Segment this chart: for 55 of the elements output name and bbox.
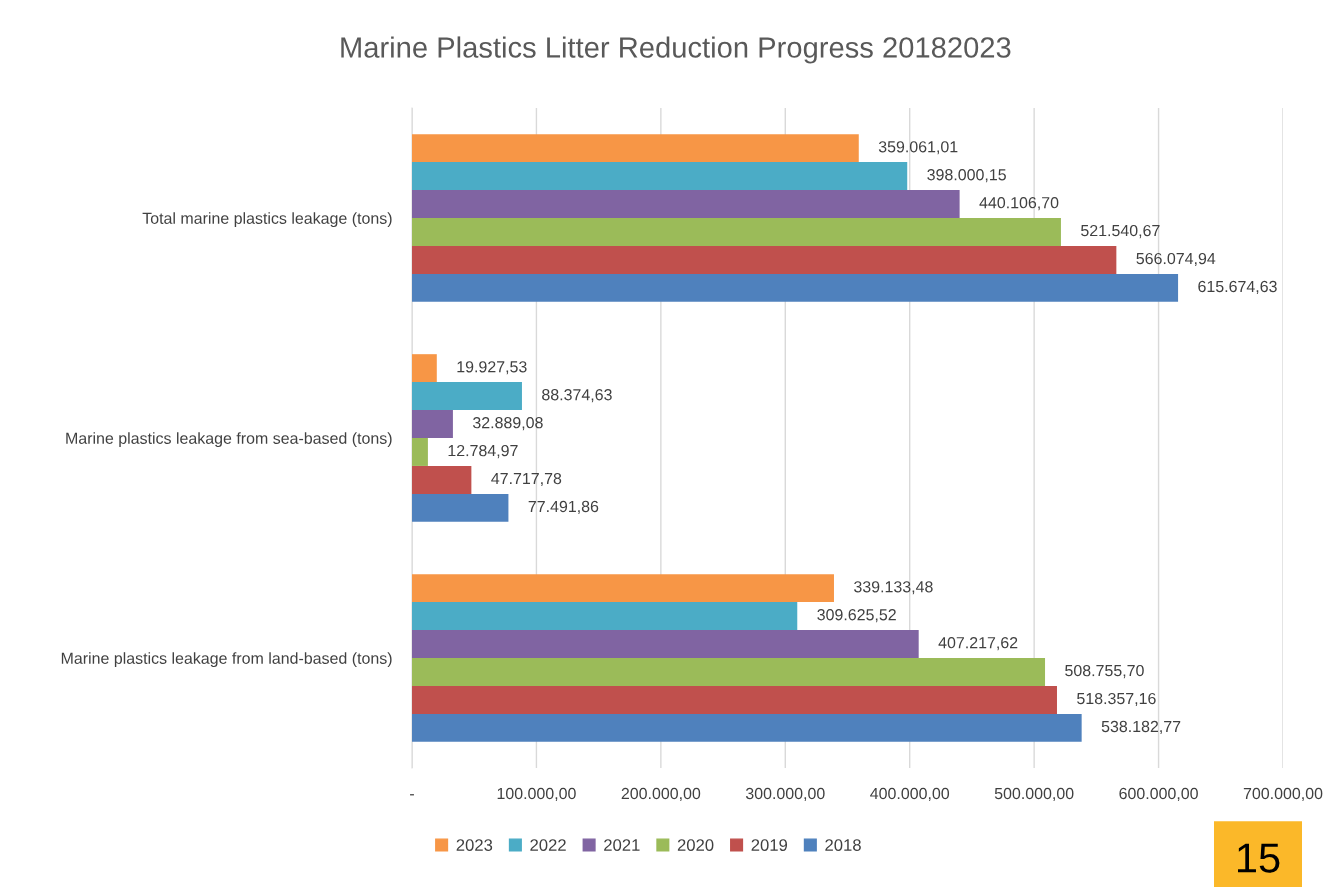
x-tick-label: 600.000,00 [1119, 787, 1198, 802]
data-label: 518.357,16 [1077, 692, 1156, 707]
bar [412, 162, 908, 191]
x-tick-label: 500.000,00 [994, 787, 1074, 802]
bar [412, 410, 453, 438]
bar [412, 382, 522, 411]
data-label: 398.000,15 [927, 169, 1006, 183]
text: 15 [1238, 843, 1280, 873]
data-label: 538.182,77 [1101, 720, 1181, 735]
bar [412, 493, 509, 522]
x-tick-label: 200.000,00 [621, 787, 701, 802]
bar [412, 713, 1082, 742]
bar [412, 658, 1046, 686]
legend-label: 2022 [530, 839, 566, 851]
bar [412, 245, 1117, 274]
legend-label: 2020 [677, 839, 714, 851]
bar [412, 354, 437, 383]
y-tick-label: Marine plastics leakage from sea-based (tons) [66, 432, 392, 448]
data-label: 309.625,52 [817, 609, 896, 623]
data-label: 407.217,62 [938, 637, 1018, 651]
data-label: 77.491,86 [528, 500, 599, 515]
bar [412, 190, 960, 218]
legend-label: 2021 [604, 839, 640, 851]
data-label: 615.674,63 [1198, 280, 1277, 295]
bar [412, 685, 1057, 714]
bar [412, 574, 834, 603]
x-tick-label: 700.000,00 [1243, 787, 1323, 802]
bar [412, 218, 1061, 246]
bar [412, 273, 1179, 302]
legend-label: 2018 [825, 839, 861, 851]
chart-title: Marine Plastics Litter Reduction Progress 20182023 [341, 36, 1011, 64]
y-tick-label: Total marine plastics leakage (tons) [142, 212, 392, 228]
legend-label: 2023 [456, 839, 493, 851]
data-label: 88.374,63 [542, 389, 612, 403]
legend-label: 2019 [751, 839, 788, 851]
bar [412, 465, 472, 494]
data-label: 566.074,94 [1136, 252, 1216, 267]
data-label: 47.717,78 [491, 472, 562, 487]
data-label: 32.889,08 [472, 417, 543, 431]
data-label: 521.540,67 [1081, 224, 1160, 239]
x-tick-label: 100.000,00 [497, 787, 576, 802]
x-tick-label: - [410, 794, 414, 796]
data-label: 339.133,48 [854, 581, 933, 595]
data-label: 440.106,70 [979, 197, 1059, 211]
bar [412, 438, 428, 466]
x-tick-label: 300.000,00 [745, 787, 825, 802]
y-tick-label: Marine plastics leakage from land-based (tons) [61, 652, 392, 668]
data-label: 508.755,70 [1065, 664, 1144, 679]
data-label: 12.784,97 [448, 444, 518, 459]
data-label: 19.927,53 [457, 361, 527, 375]
data-label: 359.061,01 [878, 141, 958, 155]
x-tick-label: 400.000,00 [870, 787, 950, 802]
bar [412, 602, 798, 631]
bar [412, 134, 859, 163]
bar [412, 630, 919, 658]
